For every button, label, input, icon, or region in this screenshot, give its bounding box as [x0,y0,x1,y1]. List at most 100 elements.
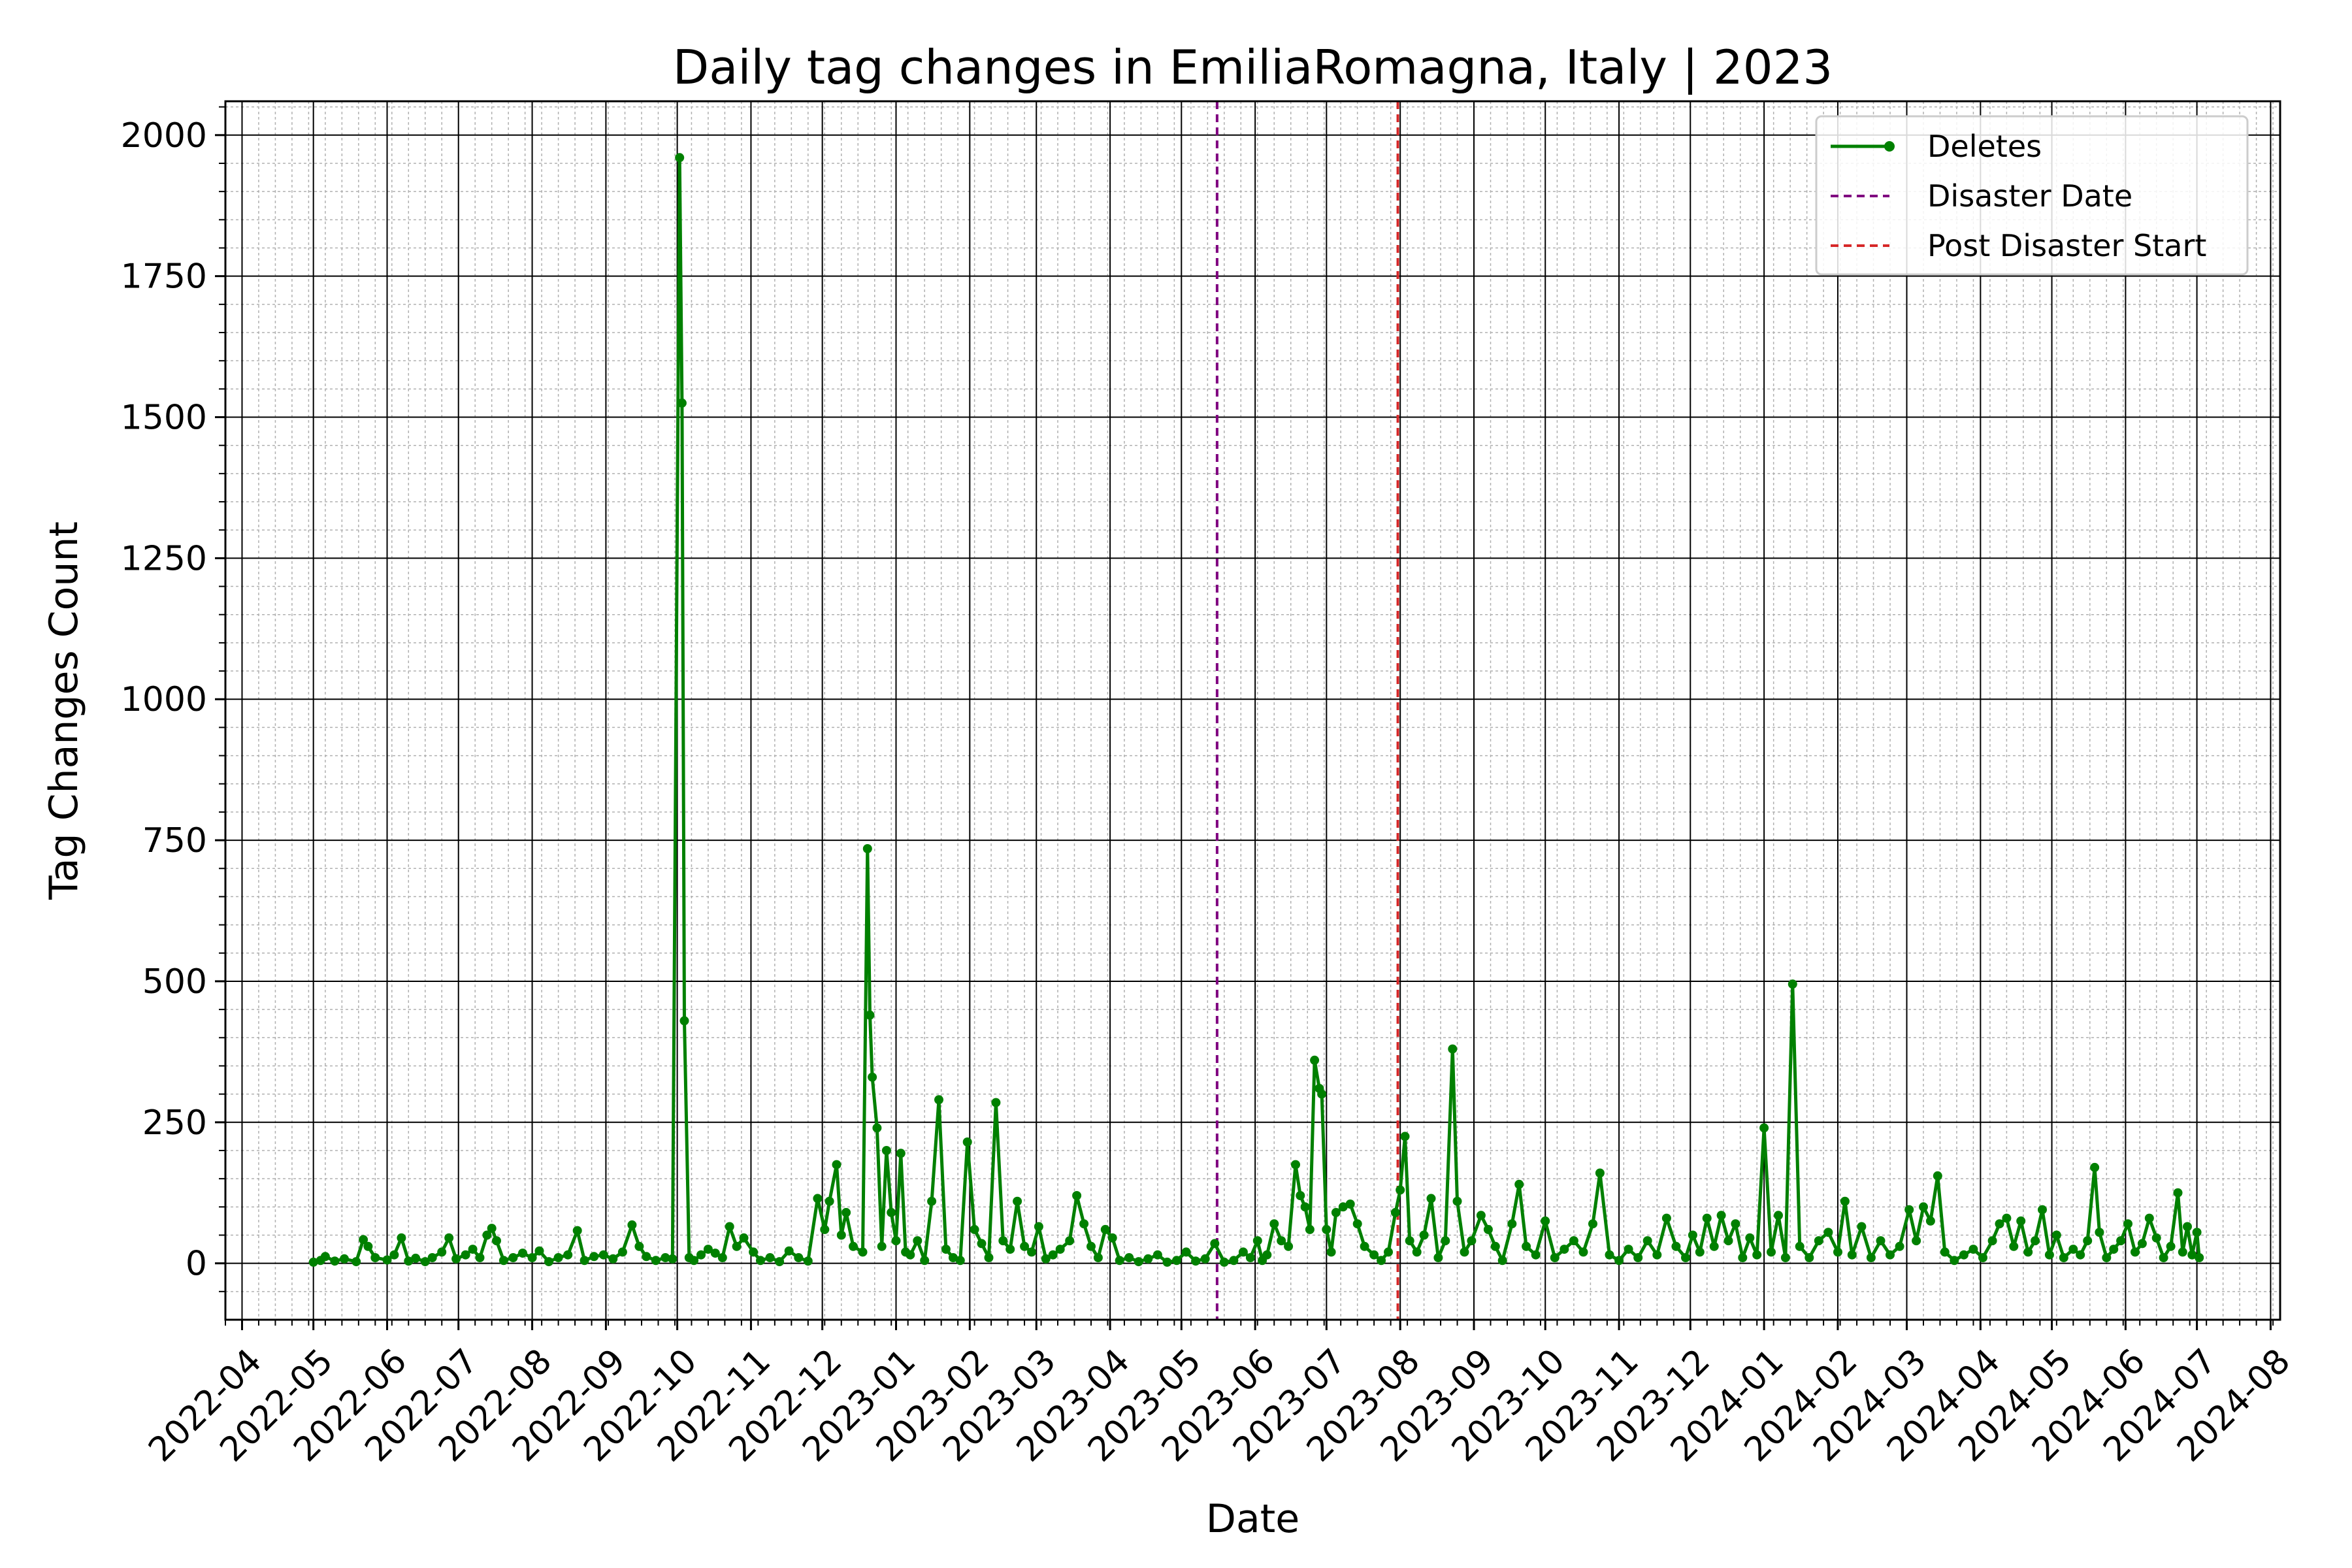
y-tick-label: 1750 [121,257,207,297]
data-point [1795,1241,1805,1251]
data-point [397,1233,406,1243]
data-point [794,1253,804,1262]
data-point [679,1016,689,1026]
data-point [2031,1236,2040,1246]
data-point [411,1253,421,1263]
data-point [710,1249,720,1258]
y-tick-label: 250 [142,1103,207,1143]
data-point [1814,1236,1823,1246]
data-point [803,1256,813,1266]
data-point [1277,1236,1286,1246]
data-point [1605,1250,1614,1260]
data-point [2002,1213,2012,1223]
data-point [1352,1219,1362,1229]
data-point [2102,1253,2112,1262]
data-point [739,1233,749,1243]
data-point [1614,1256,1624,1266]
data-point [1055,1245,1065,1254]
data-point [962,1137,972,1147]
data-point [492,1236,501,1246]
data-point [1661,1213,1671,1223]
y-tick-label: 1250 [121,539,207,578]
data-point [1162,1257,1172,1267]
data-point [468,1245,478,1254]
data-point [725,1222,734,1232]
data-point [1716,1211,1726,1220]
data-point [1229,1256,1239,1266]
x-axis-label: Date [1206,1496,1299,1542]
y-tick-label: 1500 [121,399,207,438]
data-point [1833,1247,1842,1257]
data-point [1774,1211,1783,1220]
data-point [518,1249,527,1258]
data-point [732,1241,742,1251]
y-tick-label: 500 [142,962,207,1002]
data-point [534,1246,544,1256]
data-point [1925,1216,1935,1226]
data-point [881,1146,891,1155]
data-point [1805,1253,1814,1262]
data-point [1369,1250,1379,1260]
data-point [563,1250,573,1260]
data-point [1093,1253,1103,1262]
data-point [1291,1160,1300,1169]
data-point [482,1230,492,1240]
y-tick-label: 2000 [121,116,207,155]
data-point [1950,1256,1959,1266]
data-point [1652,1250,1662,1260]
y-tick-label: 0 [186,1245,207,1284]
data-point [1005,1245,1015,1254]
data-point [1400,1132,1410,1141]
data-point [896,1149,906,1158]
data-point [1072,1191,1082,1200]
data-point [1857,1222,1867,1232]
data-point [836,1230,846,1240]
data-point [1476,1211,1486,1220]
data-point [970,1224,979,1234]
data-point [1876,1236,1886,1246]
data-point [2192,1228,2202,1237]
data-point [627,1220,637,1230]
data-point [696,1250,706,1260]
data-point [955,1256,965,1266]
data-point [877,1241,887,1251]
data-point [2166,1241,2176,1251]
data-point [1840,1196,1850,1206]
data-point [941,1245,951,1254]
data-point [2051,1230,2061,1240]
data-point [749,1247,759,1257]
data-point [1569,1236,1578,1246]
data-point [487,1224,497,1233]
data-point [2068,1245,2078,1254]
data-point [1027,1247,1036,1257]
data-point [2183,1222,2192,1232]
data-point [977,1239,987,1249]
data-point [642,1252,651,1262]
data-point [677,398,687,408]
data-point [1172,1256,1181,1266]
data-point [1245,1253,1255,1262]
data-point [1497,1256,1507,1266]
data-point [868,1072,877,1082]
data-point [1522,1241,1531,1251]
data-point [2076,1250,2085,1260]
data-point [1507,1219,1517,1229]
data-point [498,1256,508,1266]
data-point [320,1252,330,1262]
data-point [2137,1239,2147,1249]
data-point [1919,1202,1928,1212]
data-point [1695,1247,1705,1257]
data-point [2178,1247,2187,1257]
data-point [389,1250,399,1260]
data-point [887,1207,896,1217]
data-point [1788,979,1797,989]
data-point [872,1123,882,1133]
data-point [1588,1219,1597,1229]
data-point [813,1194,823,1203]
data-point [1252,1236,1262,1246]
data-point [891,1236,901,1246]
data-point [862,844,872,853]
data-point [1578,1247,1588,1257]
data-point [1322,1224,1331,1234]
data-point [1823,1228,1833,1237]
